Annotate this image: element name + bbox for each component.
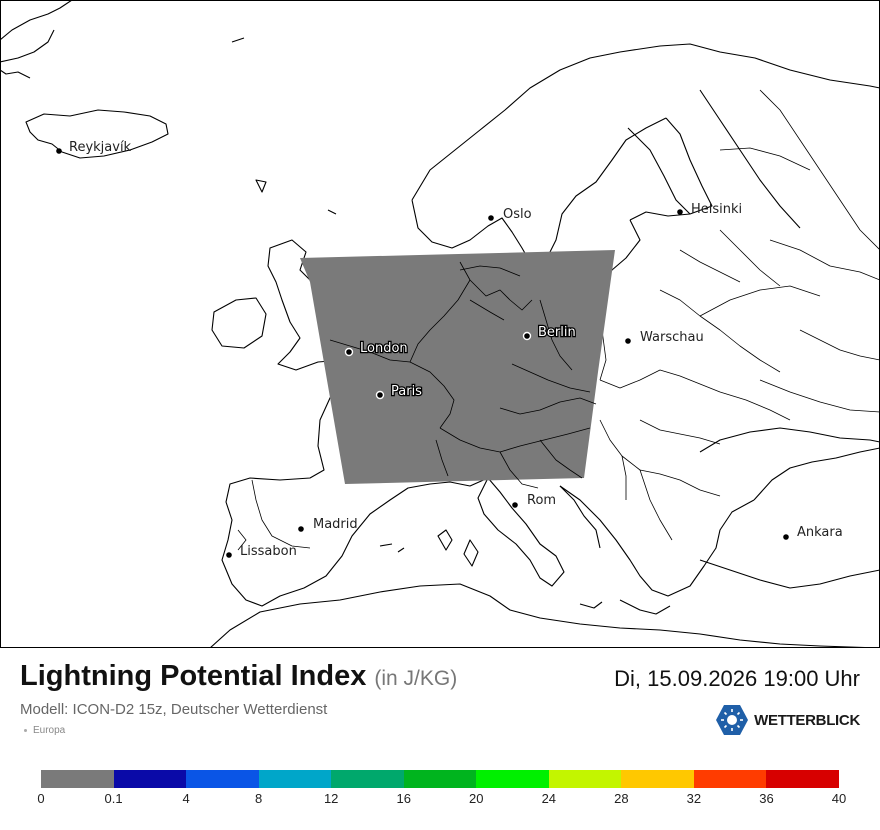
greenland-coast bbox=[0, 0, 73, 79]
city-warschau[interactable]: Warschau bbox=[625, 330, 704, 345]
black-sea-coast bbox=[699, 427, 880, 589]
city-label: Rom bbox=[527, 493, 556, 508]
ireland-coast bbox=[211, 297, 267, 349]
scale-tick-label: 36 bbox=[759, 791, 774, 806]
city-madrid[interactable]: Madrid bbox=[298, 517, 358, 532]
city-reykjavik[interactable]: Reykjavík bbox=[56, 140, 132, 155]
wetterblick-logo-icon bbox=[716, 705, 749, 735]
iceland-coast bbox=[25, 109, 169, 159]
city-paris[interactable]: Paris bbox=[375, 383, 423, 400]
footer-panel: Lightning Potential Index (in J/KG) Di, 1… bbox=[0, 648, 880, 830]
scale-tick-label: 40 bbox=[831, 791, 847, 806]
italy-coast bbox=[477, 477, 601, 587]
scale-segment bbox=[621, 770, 694, 788]
scale-tick-label: 4 bbox=[182, 791, 190, 806]
city-label: Reykjavík bbox=[69, 140, 132, 155]
scale-tick-label: 24 bbox=[541, 791, 557, 806]
city-markers: Reykjavík Oslo Helsinki London Berlin Wa… bbox=[56, 140, 843, 559]
balkan-coast bbox=[559, 485, 755, 615]
city-rom[interactable]: Rom bbox=[512, 493, 556, 508]
africa-coast bbox=[209, 583, 880, 648]
scale-segment bbox=[331, 770, 404, 788]
islands bbox=[231, 37, 603, 609]
border-lines bbox=[237, 89, 880, 551]
brand-name: WETTERBLICK bbox=[754, 711, 860, 729]
map-title: Lightning Potential Index (in J/KG) bbox=[20, 660, 457, 693]
finland-border bbox=[627, 89, 801, 229]
color-scale-ticks: 0 0.1 4 8 12 16 20 24 28 32 36 40 bbox=[0, 791, 880, 807]
city-berlin[interactable]: Berlin bbox=[522, 324, 577, 341]
title-unit: (in J/KG) bbox=[374, 667, 458, 690]
city-label: Warschau bbox=[640, 330, 704, 345]
overlay-borders bbox=[329, 261, 597, 489]
scale-segment bbox=[403, 770, 477, 788]
region-text: Europa bbox=[33, 725, 66, 736]
weather-map[interactable]: Reykjavík Oslo Helsinki London Berlin Wa… bbox=[0, 0, 880, 648]
scale-tick-label: 20 bbox=[469, 791, 484, 806]
region-label: Europa bbox=[24, 725, 65, 736]
brand-logo[interactable]: WETTERBLICK bbox=[715, 704, 860, 736]
city-label: Berlin bbox=[538, 325, 576, 340]
city-label: Ankara bbox=[797, 525, 843, 540]
scale-segment bbox=[476, 770, 549, 788]
scale-tick-label: 12 bbox=[323, 791, 339, 806]
scale-tick-label: 16 bbox=[396, 791, 411, 806]
scale-tick-label: 28 bbox=[614, 791, 629, 806]
scale-segment bbox=[186, 770, 259, 788]
city-label: Lissabon bbox=[240, 544, 297, 559]
region-dot-icon bbox=[24, 728, 27, 732]
scale-segment bbox=[41, 770, 114, 788]
model-domain-overlay bbox=[300, 250, 615, 484]
title-text: Lightning Potential Index bbox=[20, 660, 367, 692]
scale-tick-label: 0.1 bbox=[104, 791, 123, 806]
coastlines bbox=[0, 0, 880, 648]
color-scale-bar bbox=[41, 770, 840, 788]
overlay-internal-borders bbox=[329, 261, 597, 489]
scale-segment bbox=[113, 770, 187, 788]
city-london[interactable]: London bbox=[344, 340, 409, 357]
country-borders bbox=[237, 89, 880, 551]
city-label: Helsinki bbox=[691, 202, 742, 217]
city-lissabon[interactable]: Lissabon bbox=[226, 544, 297, 559]
city-label: London bbox=[360, 341, 408, 356]
city-oslo[interactable]: Oslo bbox=[488, 207, 532, 222]
city-ankara[interactable]: Ankara bbox=[783, 525, 843, 540]
city-helsinki[interactable]: Helsinki bbox=[677, 202, 742, 217]
scale-tick-label: 8 bbox=[255, 791, 263, 806]
city-label: Paris bbox=[391, 384, 422, 399]
city-label: Madrid bbox=[313, 517, 358, 532]
city-label: Oslo bbox=[503, 207, 532, 222]
scale-segment bbox=[548, 770, 622, 788]
scale-segment bbox=[693, 770, 767, 788]
model-info: Modell: ICON-D2 15z, Deutscher Wetterdie… bbox=[20, 701, 328, 718]
forecast-datetime: Di, 15.09.2026 19:00 Uhr bbox=[614, 666, 860, 691]
scandinavia-coast bbox=[411, 43, 880, 263]
scale-segment bbox=[766, 770, 840, 788]
scale-tick-label: 0 bbox=[37, 791, 45, 806]
scale-tick-label: 32 bbox=[686, 791, 702, 806]
scale-segment bbox=[258, 770, 332, 788]
